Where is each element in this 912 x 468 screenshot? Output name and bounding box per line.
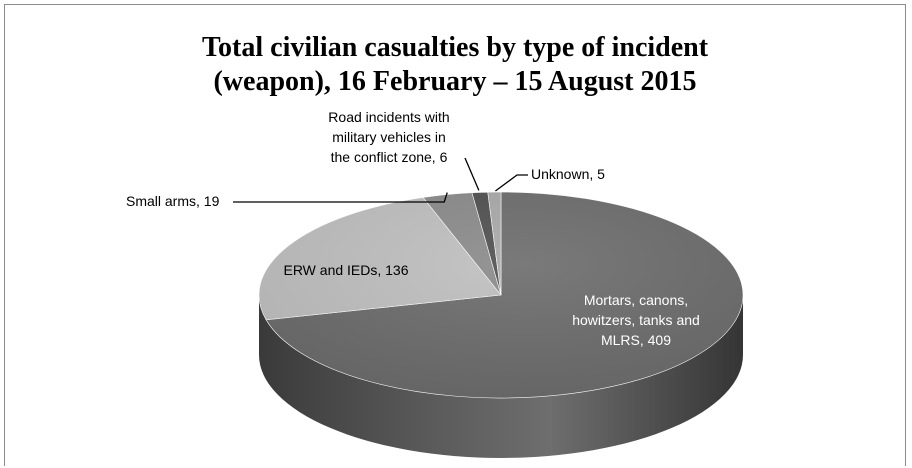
pie-chart: Mortars, canons, howitzers, tanks and MLRS… <box>126 109 744 458</box>
chart-title-line-1: Total civilian casualties by type of inc… <box>201 32 709 63</box>
chart-title: Total civilian casualties by type of inc… <box>5 31 905 99</box>
pie-label-erw-and-ieds: ERW and IEDs, 136 <box>283 262 408 278</box>
chart-title-line-2: (weapon), 16 February – 15 August 2015 <box>213 66 697 97</box>
chart-frame: Total civilian casualties by type of inc… <box>4 4 906 466</box>
pie-label-unknown: Unknown, 5 <box>531 166 605 182</box>
pie-label-road-incidents-with-military-vehicles-in-the-conflict-zone: Road incidents with military vehicles in t… <box>328 109 449 165</box>
leader-line-road-incidents <box>464 157 480 191</box>
leader-line-small-arms <box>233 192 448 203</box>
pie-label-mortars-canons-howitzers-tanks-and-mlrs: Mortars, canons, howitzers, tanks and MLRS… <box>572 292 700 348</box>
pie-side-wall <box>259 295 743 458</box>
leader-line-unknown <box>495 174 528 192</box>
pie-label-small-arms: Small arms, 19 <box>126 193 220 209</box>
